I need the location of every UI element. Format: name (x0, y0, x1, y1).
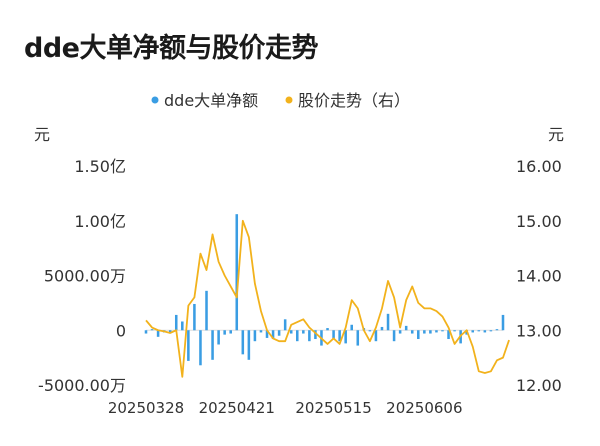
dde-bar (253, 330, 257, 342)
dde-bar (441, 330, 444, 332)
dde-bar (350, 324, 353, 331)
y-right-tick-label: 15.00 (516, 212, 562, 231)
chart-title: dde大单净额与股价走势 (24, 33, 318, 64)
x-tick-label: 20250328 (108, 399, 184, 417)
dde-bar (501, 314, 505, 331)
dde-bar (417, 330, 420, 340)
dde-bar (217, 330, 220, 345)
dde-bar (156, 330, 160, 337)
dde-bar (168, 330, 172, 334)
x-tick-label: 20250421 (199, 399, 275, 417)
dde-bar (344, 330, 347, 344)
dde-bar (495, 329, 499, 331)
dde-bar (181, 321, 184, 331)
y-right-tick-label: 12.00 (516, 376, 562, 395)
dde-bar (174, 314, 178, 331)
dde-bar (241, 330, 245, 355)
dde-bar (211, 330, 214, 360)
legend-marker-price (285, 96, 293, 104)
dde-bar (150, 329, 154, 331)
dde-bar (429, 330, 432, 334)
y-left-tick-label: 5000.00万 (44, 267, 126, 286)
chart-legend[interactable]: dde大单净额 股价走势（右） (151, 91, 411, 110)
dde-bar (193, 303, 196, 331)
y-left-tick-label: 1.00亿 (74, 212, 126, 231)
dde-bar (386, 313, 390, 331)
dde-bar (332, 330, 335, 340)
dde-bar (338, 330, 341, 342)
dde-bar (187, 330, 190, 361)
dde-bar (205, 290, 208, 331)
dde-bar (410, 330, 414, 334)
dde-bar (483, 330, 487, 333)
y-right-tick-label: 16.00 (516, 157, 562, 176)
dde-bar (289, 330, 293, 334)
dde-bar (302, 330, 305, 334)
y-left-axis: -5000.00万 0 5000.00万 1.00亿 1.50亿 (38, 157, 126, 395)
dde-bar (471, 330, 475, 333)
dde-bar (308, 330, 311, 342)
dde-bar (368, 330, 372, 332)
y-left-tick-label: 1.50亿 (74, 157, 126, 176)
y-left-tick-label: 0 (116, 321, 126, 340)
y-left-tick-label: -5000.00万 (38, 376, 126, 395)
dde-bar (356, 330, 360, 346)
x-tick-label: 20250606 (386, 399, 462, 417)
dde-bar (199, 330, 202, 366)
y-right-unit: 元 (548, 125, 564, 144)
legend-label-price: 股价走势（右） (298, 91, 410, 110)
legend-label-dde: dde大单净额 (164, 91, 258, 110)
dde-bar (489, 330, 493, 332)
legend-marker-dde (151, 96, 159, 104)
x-tick-label: 20250515 (295, 399, 371, 417)
price-line-series (145, 219, 510, 378)
dde-bar (392, 330, 396, 342)
y-left-unit: 元 (34, 125, 50, 144)
dde-bar (259, 330, 263, 333)
dde-bar (477, 330, 481, 332)
price-line (145, 219, 510, 378)
dde-bar (314, 330, 317, 340)
dde-bar (423, 330, 426, 334)
dde-bar (144, 330, 148, 334)
dde-bar (223, 330, 226, 335)
dde-bar (453, 330, 456, 332)
dde-bar (326, 328, 329, 331)
dde-bar (283, 319, 287, 331)
dde-bar (235, 214, 239, 331)
dde-bar (247, 330, 251, 360)
dde-bar (380, 326, 384, 331)
x-axis: 20250328 20250421 20250515 20250606 (108, 399, 463, 417)
y-right-tick-label: 14.00 (516, 267, 562, 286)
dde-bar (271, 330, 275, 340)
dde-bar (229, 330, 232, 334)
dde-bar (277, 330, 281, 336)
dde-bar (265, 330, 269, 338)
dde-bar (374, 330, 378, 342)
dde-bar-series (144, 214, 505, 366)
dde-bar (404, 325, 408, 331)
dde-bar (398, 330, 402, 334)
dde-bar (296, 330, 299, 342)
dde-bar (435, 330, 438, 333)
y-right-axis: 12.00 13.00 14.00 15.00 16.00 (516, 157, 562, 395)
dde-bar (447, 330, 450, 340)
y-right-tick-label: 13.00 (516, 321, 562, 340)
